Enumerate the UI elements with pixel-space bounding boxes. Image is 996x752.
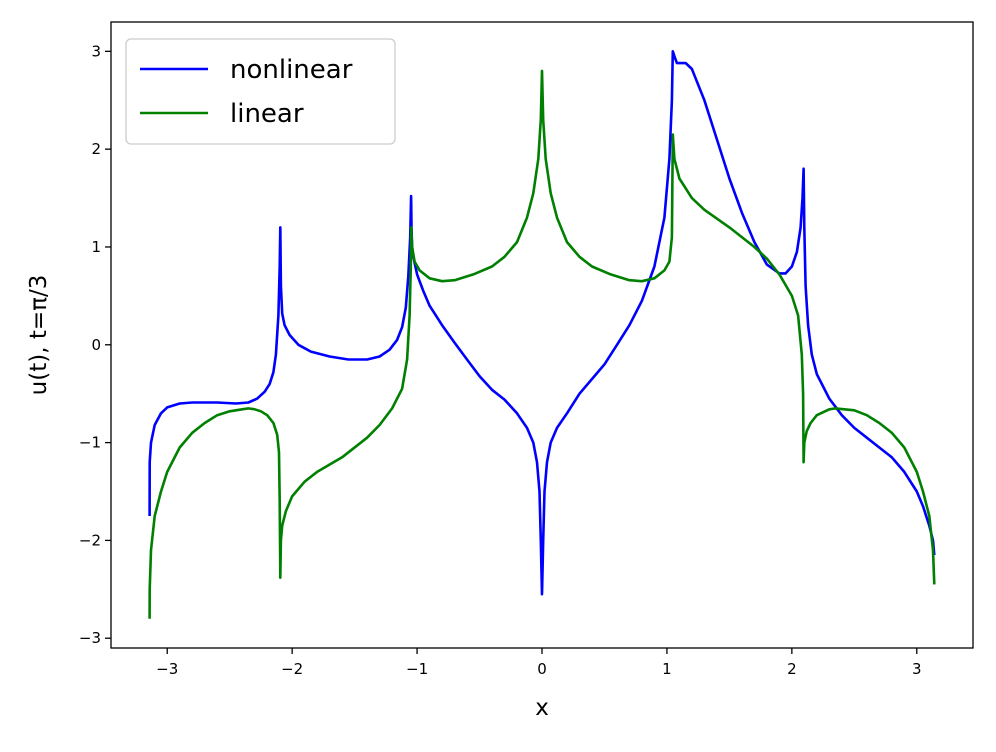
y-axis-label: u(t), t=π/3 xyxy=(26,275,52,396)
y-tick-label: 3 xyxy=(91,42,101,60)
x-tick-label: 0 xyxy=(537,660,547,678)
series-line-linear xyxy=(148,69,936,619)
plot-area xyxy=(148,50,936,619)
legend: nonlinear linear xyxy=(125,38,396,145)
x-tick-label: −1 xyxy=(406,660,428,678)
y-tick-label: −1 xyxy=(79,434,101,452)
y-tick-label: −3 xyxy=(79,629,101,647)
x-tick-label: 3 xyxy=(912,660,922,678)
legend-label-linear: linear xyxy=(230,99,304,129)
series-line-nonlinear xyxy=(148,50,936,596)
x-tick-label: 2 xyxy=(787,660,797,678)
y-tick-label: 0 xyxy=(91,336,101,354)
legend-label-nonlinear: nonlinear xyxy=(230,55,353,85)
x-axis-label: x xyxy=(535,695,549,721)
x-tick-label: −3 xyxy=(156,660,178,678)
y-tick-label: 2 xyxy=(91,140,101,158)
y-tick-label: −2 xyxy=(79,531,101,549)
legend-box xyxy=(125,38,396,145)
x-tick-label: −2 xyxy=(281,660,303,678)
axes: −3 −2 −1 0 1 2 3 −3 −2 −1 0 1 2 3 xyxy=(79,21,974,678)
x-tick-label: 1 xyxy=(662,660,672,678)
y-tick-label: 1 xyxy=(91,238,101,256)
